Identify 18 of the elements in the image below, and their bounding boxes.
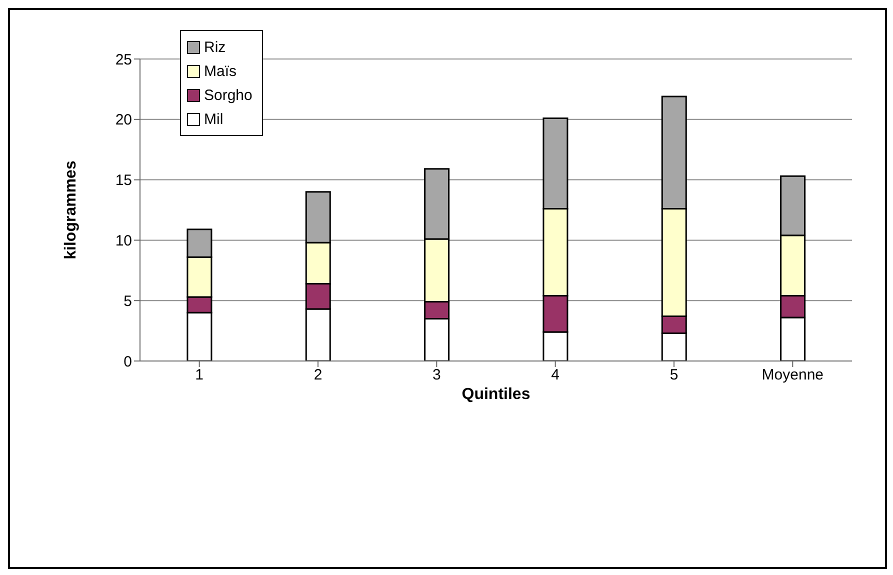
y-tick-label: 10 (115, 232, 132, 250)
legend-label: Sorgho (204, 86, 252, 104)
y-tick-label: 0 (124, 353, 132, 370)
y-tick-label: 20 (115, 112, 132, 129)
x-tick-label: 5 (670, 366, 678, 384)
y-tick-label: 25 (115, 51, 132, 68)
legend-label: Maïs (204, 62, 237, 80)
y-axis-title: kilogrammes (62, 160, 80, 260)
x-tick-label: 1 (195, 366, 204, 384)
x-tick-label: Moyenne (762, 366, 824, 384)
legend-label: Riz (204, 38, 226, 56)
y-tick-label: 15 (115, 172, 132, 190)
x-axis-title: Quintiles (462, 386, 530, 403)
x-tick-label: 4 (551, 366, 560, 384)
x-tick-label: 3 (432, 366, 441, 384)
y-tick-label: 5 (124, 292, 132, 310)
x-tick-label: 2 (314, 366, 322, 384)
legend-label: Mil (204, 110, 224, 128)
